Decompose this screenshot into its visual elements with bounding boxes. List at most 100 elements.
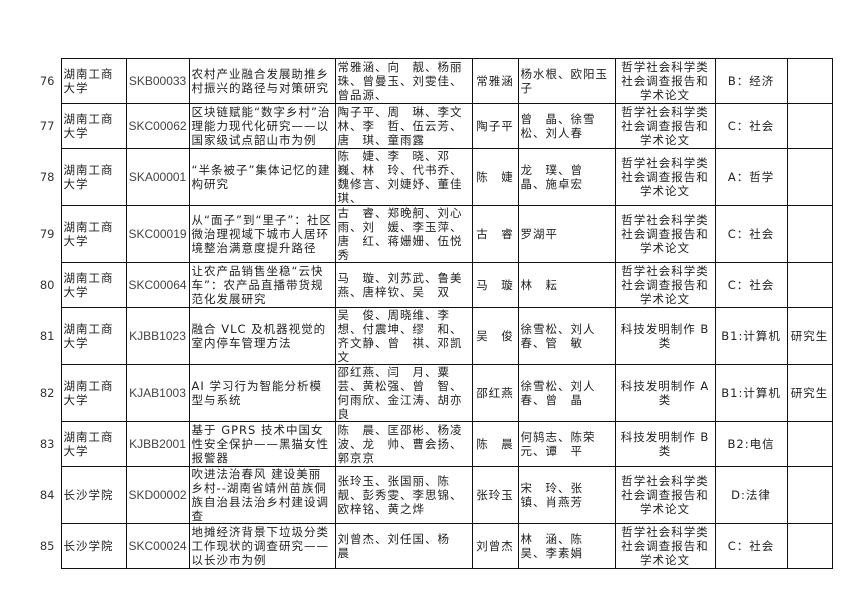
advisor-cell: 徐雪松、刘人春、曾 晶 bbox=[517, 364, 616, 422]
table-row: 79 湖南工商大学 SKC00019 从“面子”到“里子”：社区微治理视域下城市… bbox=[30, 205, 833, 263]
members-cell: 陶子平、周 琳、李文林、李 哲、伍云芳、唐 琪、童雨露 bbox=[334, 103, 473, 149]
advisor-cell: 林 耘 bbox=[517, 262, 616, 308]
row-number: 81 bbox=[39, 329, 55, 343]
subject-cell: B2:电信 bbox=[714, 421, 788, 467]
row-number: 78 bbox=[39, 170, 55, 184]
category-cell: 科技发明制作 A 类 bbox=[614, 364, 716, 422]
members-cell: 常雅涵、向 靓、杨丽珠、曾曼玉、刘雯佳、曾品源、 bbox=[334, 58, 473, 104]
school-cell: 湖南工商大学 bbox=[60, 148, 127, 206]
category-cell: 哲学社会科学类社会调查报告和学术论文 bbox=[614, 262, 716, 308]
leader-cell: 马 璇 bbox=[471, 262, 519, 308]
advisor-cell: 龙 璞、曾 晶、施卓宏 bbox=[517, 148, 616, 206]
members-cell: 古 睿、郑晚舸、刘心雨、刘 媛、李玉萍、唐 红、蒋姗姗、伍悦秀 bbox=[334, 205, 473, 263]
advisor-cell: 杨水根、欧阳玉子 bbox=[517, 58, 616, 104]
level-cell: 研究生 bbox=[786, 364, 833, 422]
members-cell: 陈 婕、李 晓、邓 巍、林 玲、代书乔、魏修言、刘婕妤、董佳琪、 bbox=[334, 148, 473, 206]
level-cell bbox=[786, 103, 833, 149]
members-cell: 张玲玉、张国丽、陈 靓、彭秀雯、李思锦、欧梓铭、黄之烨 bbox=[334, 466, 473, 524]
leader-cell: 陶子平 bbox=[471, 103, 519, 149]
level-cell bbox=[786, 58, 833, 104]
school-cell: 湖南工商大学 bbox=[60, 103, 127, 149]
project-code-cell: SKC00062 bbox=[125, 103, 190, 149]
category-cell: 哲学社会科学类社会调查报告和学术论文 bbox=[614, 205, 716, 263]
school-cell: 长沙学院 bbox=[60, 466, 127, 524]
table-row: 82 湖南工商大学 KJAB1003 AI 学习行为智能分析模型与系统 邵红燕、… bbox=[30, 364, 833, 422]
members-cell: 刘曾杰、刘任国、杨 晨 bbox=[334, 523, 473, 569]
leader-cell: 刘曾杰 bbox=[471, 523, 519, 569]
project-code-cell: SKB00033 bbox=[125, 58, 190, 104]
row-number: 83 bbox=[39, 437, 55, 451]
advisor-cell: 何鸫志、陈荣元、谭 平 bbox=[517, 421, 616, 467]
project-code-cell: SKD00002 bbox=[125, 466, 190, 524]
level-cell bbox=[786, 466, 833, 524]
school-cell: 湖南工商大学 bbox=[60, 262, 127, 308]
row-number: 82 bbox=[39, 386, 55, 400]
table-row: 80 湖南工商大学 SKC00064 让农产品销售坐稳“云快车”：农产品直播带货… bbox=[30, 262, 833, 308]
school-cell: 湖南工商大学 bbox=[60, 205, 127, 263]
subject-cell: C：社会 bbox=[714, 103, 788, 149]
advisor-cell: 曾 晶、徐雪松、刘人春 bbox=[517, 103, 616, 149]
category-cell: 哲学社会科学类社会调查报告和学术论文 bbox=[614, 148, 716, 206]
project-title-cell: 基于 GPRS 技术中国女性安全保护——黑猫女性报警器 bbox=[188, 421, 336, 467]
subject-cell: D:法律 bbox=[714, 466, 788, 524]
table-row: 77 湖南工商大学 SKC00062 区块链赋能“数字乡村”治理能力现代化研究—… bbox=[30, 103, 833, 149]
project-code-cell: KJBB1023 bbox=[125, 307, 190, 365]
project-title-cell: 区块链赋能“数字乡村”治理能力现代化研究——以国家级试点韶山市为例 bbox=[188, 103, 336, 149]
subject-cell: C：社会 bbox=[714, 205, 788, 263]
project-code-cell: SKC00064 bbox=[125, 262, 190, 308]
table-row: 81 湖南工商大学 KJBB1023 融合 VLC 及机器视觉的室内停车管理方法… bbox=[30, 307, 833, 365]
category-cell: 哲学社会科学类社会调查报告和学术论文 bbox=[614, 466, 716, 524]
subject-cell: B：经济 bbox=[714, 58, 788, 104]
row-number: 84 bbox=[39, 488, 55, 502]
members-cell: 吴 俊、周晓维、李 想、付震坤、缪 和、齐文静、曾 祺、邓凯文 bbox=[334, 307, 473, 365]
level-cell bbox=[786, 421, 833, 467]
project-title-cell: 地摊经济背景下垃圾分类工作现状的调查研究——以长沙市为例 bbox=[188, 523, 336, 569]
advisor-cell: 林 涵、陈 昊、李素娟 bbox=[517, 523, 616, 569]
category-cell: 哲学社会科学类社会调查报告和学术论文 bbox=[614, 523, 716, 569]
project-title-cell: 融合 VLC 及机器视觉的室内停车管理方法 bbox=[188, 307, 336, 365]
subject-cell: C：社会 bbox=[714, 523, 788, 569]
school-cell: 长沙学院 bbox=[60, 523, 127, 569]
advisor-cell: 罗湖平 bbox=[517, 205, 616, 263]
level-cell bbox=[786, 523, 833, 569]
table-row: 85 长沙学院 SKC00024 地摊经济背景下垃圾分类工作现状的调查研究——以… bbox=[30, 523, 833, 569]
project-title-cell: 农村产业融合发展助推乡村振兴的路径与对策研究 bbox=[188, 58, 336, 104]
project-code-cell: SKC00019 bbox=[125, 205, 190, 263]
members-cell: 陈 晨、匡邵彬、杨凌波、龙 帅、曹会扬、郭京京 bbox=[334, 421, 473, 467]
members-cell: 邵红燕、闫 月、粟 芸、黄松强、曾 智、何雨欣、金江涛、胡亦良 bbox=[334, 364, 473, 422]
project-code-cell: SKC00024 bbox=[125, 523, 190, 569]
level-cell: 研究生 bbox=[786, 307, 833, 365]
school-cell: 湖南工商大学 bbox=[60, 58, 127, 104]
subject-cell: B1:计算机 bbox=[714, 364, 788, 422]
row-number: 85 bbox=[39, 539, 55, 553]
subject-cell: A：哲学 bbox=[714, 148, 788, 206]
project-code-cell: KJAB1003 bbox=[125, 364, 190, 422]
table-row: 76 湖南工商大学 SKB00033 农村产业融合发展助推乡村振兴的路径与对策研… bbox=[30, 58, 833, 104]
level-cell bbox=[786, 148, 833, 206]
row-number: 80 bbox=[39, 278, 55, 292]
category-cell: 哲学社会科学类社会调查报告和学术论文 bbox=[614, 103, 716, 149]
category-cell: 科技发明制作 B 类 bbox=[614, 307, 716, 365]
project-title-cell: 从“面子”到“里子”：社区微治理视域下城市人居环境整治满意度提升路径 bbox=[188, 205, 336, 263]
table-row: 84 长沙学院 SKD00002 吹进法治春风 建设美丽乡村--湖南省靖州苗族侗… bbox=[30, 466, 833, 524]
level-cell bbox=[786, 205, 833, 263]
members-cell: 马 璇、刘苏武、鲁美燕、唐梓钦、吴 双 bbox=[334, 262, 473, 308]
project-code-cell: SKA00001 bbox=[125, 148, 190, 206]
school-cell: 湖南工商大学 bbox=[60, 421, 127, 467]
school-cell: 湖南工商大学 bbox=[60, 364, 127, 422]
subject-cell: B1:计算机 bbox=[714, 307, 788, 365]
row-number: 77 bbox=[39, 119, 55, 133]
level-cell bbox=[786, 262, 833, 308]
row-number: 76 bbox=[39, 74, 55, 88]
project-title-cell: 吹进法治春风 建设美丽乡村--湖南省靖州苗族侗族自治县法治乡村建设调查 bbox=[188, 466, 336, 524]
table-row: 78 湖南工商大学 SKA00001 “半条被子”集体记忆的建构研究 陈 婕、李… bbox=[30, 148, 833, 206]
advisor-cell: 宋 玲、张 镇、肖燕芳 bbox=[517, 466, 616, 524]
leader-cell: 张玲玉 bbox=[471, 466, 519, 524]
table-row: 83 湖南工商大学 KJBB2001 基于 GPRS 技术中国女性安全保护——黑… bbox=[30, 421, 833, 467]
project-title-cell: “半条被子”集体记忆的建构研究 bbox=[188, 148, 336, 206]
leader-cell: 陈 晨 bbox=[471, 421, 519, 467]
row-number: 79 bbox=[39, 227, 55, 241]
subject-cell: C：社会 bbox=[714, 262, 788, 308]
category-cell: 科技发明制作 B 类 bbox=[614, 421, 716, 467]
advisor-cell: 徐雪松、刘人春、管 敏 bbox=[517, 307, 616, 365]
